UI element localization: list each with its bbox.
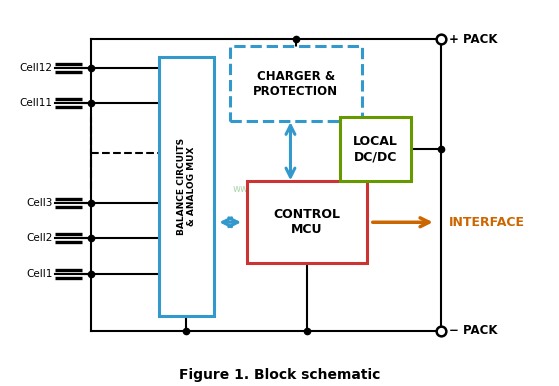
Text: Cell3: Cell3 xyxy=(26,198,53,208)
Text: Cell11: Cell11 xyxy=(20,98,53,108)
FancyBboxPatch shape xyxy=(159,57,214,317)
FancyBboxPatch shape xyxy=(230,46,362,121)
Text: INTERFACE: INTERFACE xyxy=(449,216,525,229)
Text: CHARGER &
PROTECTION: CHARGER & PROTECTION xyxy=(253,70,339,98)
Text: Cell12: Cell12 xyxy=(20,63,53,73)
Text: + PACK: + PACK xyxy=(449,33,498,46)
Text: Cell1: Cell1 xyxy=(26,269,53,279)
Text: − PACK: − PACK xyxy=(449,324,498,337)
Text: LOCAL
DC/DC: LOCAL DC/DC xyxy=(353,135,398,163)
Text: Cell2: Cell2 xyxy=(26,233,53,243)
Text: www.cntronics.com: www.cntronics.com xyxy=(232,183,327,193)
Text: CONTROL
MCU: CONTROL MCU xyxy=(273,208,340,236)
Text: BALANCE CIRCUITS
& ANALOG MUX: BALANCE CIRCUITS & ANALOG MUX xyxy=(177,138,196,235)
Text: Figure 1. Block schematic: Figure 1. Block schematic xyxy=(179,368,380,382)
FancyBboxPatch shape xyxy=(340,117,411,181)
FancyBboxPatch shape xyxy=(247,181,367,263)
